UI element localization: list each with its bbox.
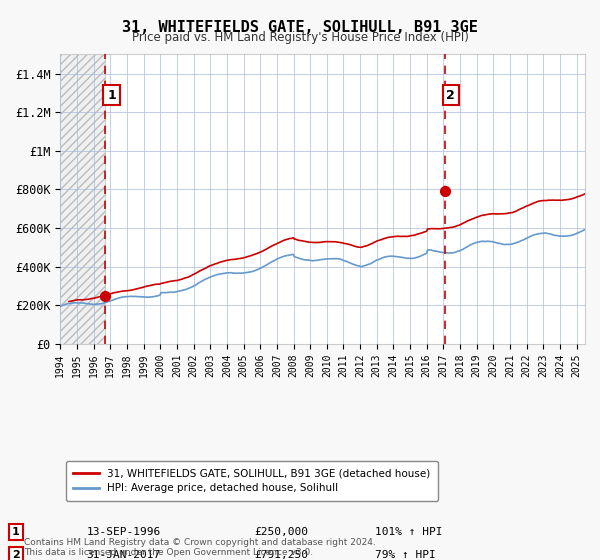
Text: 2: 2 (446, 88, 455, 101)
Text: Price paid vs. HM Land Registry's House Price Index (HPI): Price paid vs. HM Land Registry's House … (131, 31, 469, 44)
Text: 79% ↑ HPI: 79% ↑ HPI (375, 550, 436, 560)
Text: Contains HM Land Registry data © Crown copyright and database right 2024.
This d: Contains HM Land Registry data © Crown c… (24, 538, 376, 557)
Bar (61, 54, 106, 344)
Text: 31, WHITEFIELDS GATE, SOLIHULL, B91 3GE: 31, WHITEFIELDS GATE, SOLIHULL, B91 3GE (122, 20, 478, 35)
Point (440, 186, 449, 195)
Text: 13-SEP-1996: 13-SEP-1996 (86, 527, 161, 537)
Point (101, 291, 110, 300)
Text: 1: 1 (12, 527, 20, 537)
Text: 31-JAN-2017: 31-JAN-2017 (86, 550, 161, 560)
Text: 2: 2 (12, 550, 20, 560)
Text: 101% ↑ HPI: 101% ↑ HPI (375, 527, 443, 537)
Text: £250,000: £250,000 (254, 527, 308, 537)
Text: £791,250: £791,250 (254, 550, 308, 560)
Text: 1: 1 (107, 88, 116, 101)
Legend: 31, WHITEFIELDS GATE, SOLIHULL, B91 3GE (detached house), HPI: Average price, de: 31, WHITEFIELDS GATE, SOLIHULL, B91 3GE … (65, 461, 438, 501)
